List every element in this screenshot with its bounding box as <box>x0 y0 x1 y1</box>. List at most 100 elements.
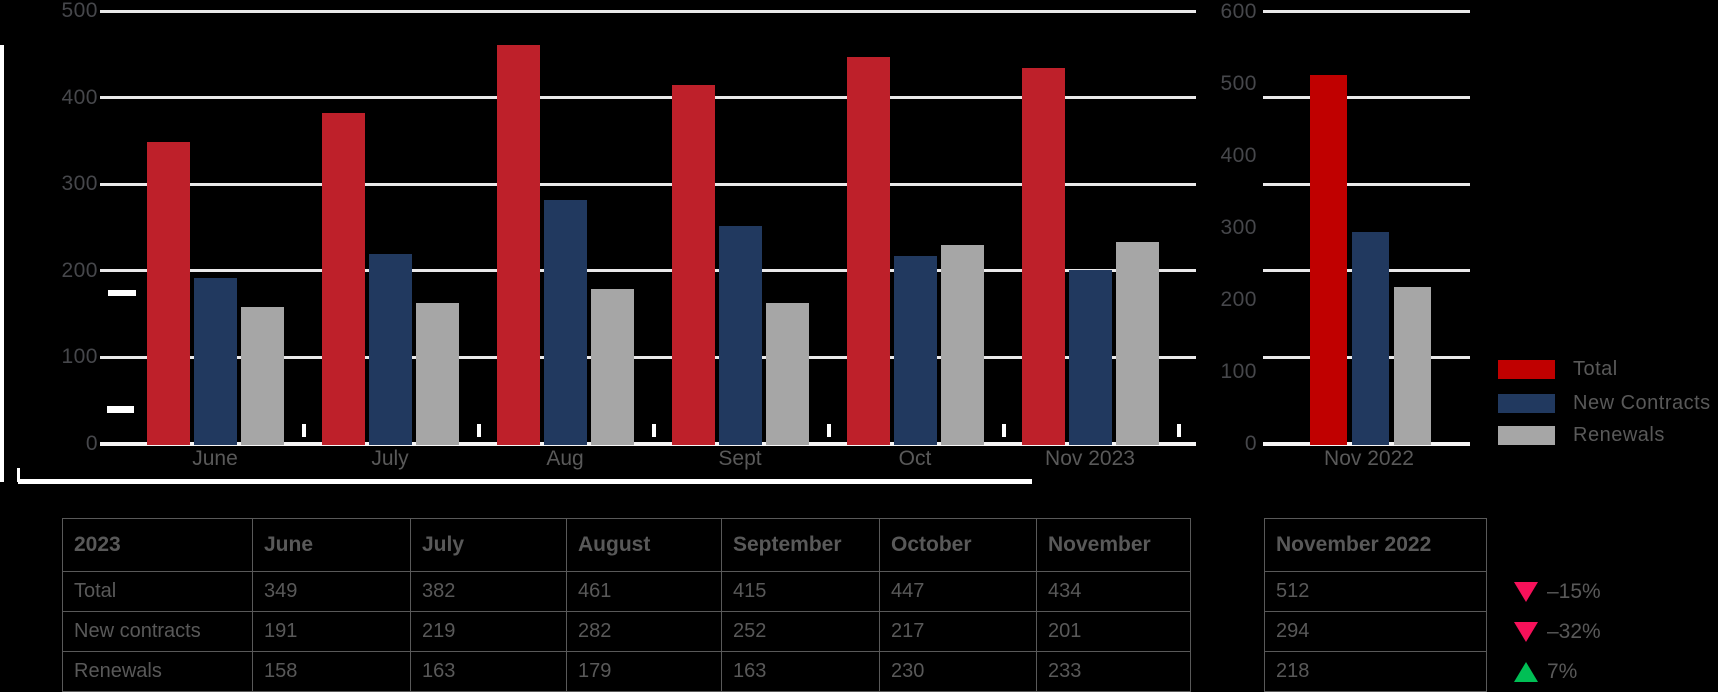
triangle-down-icon <box>1514 622 1538 642</box>
bar-renewals <box>940 244 984 445</box>
table-cell: 219 <box>410 611 567 652</box>
bar-renewals <box>415 302 459 445</box>
bar-renewals <box>1394 286 1431 445</box>
category-tick <box>1002 424 1006 437</box>
bar-total <box>146 141 190 445</box>
stray-tick <box>108 290 136 296</box>
table-header-cell: November <box>1036 518 1191 572</box>
table-header-cell: October <box>879 518 1037 572</box>
table-cell: 233 <box>1036 651 1191 692</box>
y-axis-label: 300 <box>1220 215 1257 239</box>
triangle-down-icon <box>1514 582 1538 602</box>
gridline <box>100 355 1196 359</box>
x-axis-category-label: Nov 2022 <box>1324 447 1414 470</box>
table-cell: 461 <box>566 571 722 612</box>
bar-renewals <box>240 306 284 445</box>
bar-renewals <box>590 288 634 445</box>
bar-total <box>1021 68 1065 445</box>
table-cell: 382 <box>410 571 567 612</box>
y-axis-label: 100 <box>61 345 98 368</box>
category-tick <box>652 424 656 437</box>
stray-axis-corner <box>17 468 20 482</box>
y-axis-label: 200 <box>61 258 98 282</box>
y-axis-label: 0 <box>85 431 98 455</box>
bar-total <box>846 56 890 445</box>
table-header-row: November 2022 <box>1264 518 1487 572</box>
table-2023: 2023 June July August September October Novemb… <box>62 518 1191 692</box>
change-indicator: –32% <box>1514 612 1601 652</box>
legend-item: Renewals <box>1498 424 1665 447</box>
table-cell: 179 <box>566 651 722 692</box>
y-axis-label: 500 <box>1220 71 1257 95</box>
y-axis-label: 500 <box>61 0 98 22</box>
x-axis-line <box>100 442 1196 446</box>
gridline <box>100 269 1196 272</box>
x-axis-category-label: Aug <box>546 447 584 470</box>
table-row: Renewals 158 163 179 163 230 233 <box>62 651 1191 692</box>
table-cell: 163 <box>721 651 880 692</box>
gridline <box>100 9 1196 13</box>
x-axis-category-label: July <box>371 447 409 470</box>
table-cell: 434 <box>1036 571 1191 612</box>
table-cell: 512 <box>1264 571 1487 612</box>
stray-y-axis-line <box>0 45 4 482</box>
legend-swatch-new-contracts <box>1498 394 1555 413</box>
category-tick <box>1177 424 1181 437</box>
legend-swatch-renewals <box>1498 426 1555 445</box>
table-november-2022: November 2022 512 294 218 <box>1264 518 1487 692</box>
y-axis-label: 200 <box>1220 287 1257 311</box>
bar-total <box>1310 75 1347 445</box>
table-cell: 163 <box>410 651 567 692</box>
table-cell: New contracts <box>62 611 253 652</box>
table-cell: 447 <box>879 571 1037 612</box>
gridline <box>100 182 1196 186</box>
x-axis-category-label: June <box>192 447 238 470</box>
stray-x-axis-line <box>18 479 1032 484</box>
category-tick <box>477 424 481 437</box>
bar-renewals <box>765 302 809 445</box>
table-cell: Total <box>62 571 253 612</box>
gridline <box>1263 182 1470 186</box>
stray-tick <box>107 406 134 413</box>
table-cell: Renewals <box>62 651 253 692</box>
bar-total <box>496 44 540 445</box>
change-indicator: 7% <box>1514 652 1577 692</box>
table-cell: 230 <box>879 651 1037 692</box>
bar-renewals <box>1115 241 1159 445</box>
category-tick <box>302 424 306 437</box>
gridline <box>1263 96 1470 99</box>
table-header-row: 2023 June July August September October Novemb… <box>62 518 1191 572</box>
category-tick <box>827 424 831 437</box>
legend-item: Total <box>1498 358 1618 381</box>
bar-new-contracts <box>193 278 237 445</box>
table-cell: 218 <box>1264 651 1487 692</box>
table-cell: 252 <box>721 611 880 652</box>
y-axis-label: 600 <box>1220 0 1257 23</box>
table-row: 218 <box>1264 651 1487 692</box>
legend-item: New Contracts <box>1498 392 1711 415</box>
table-cell: 294 <box>1264 611 1487 652</box>
legend-label: Renewals <box>1573 424 1665 446</box>
x-axis-category-label: Sept <box>718 447 762 470</box>
y-axis-label: 100 <box>1220 359 1257 383</box>
legend-label: New Contracts <box>1573 392 1711 414</box>
table-cell: 282 <box>566 611 722 652</box>
bar-total <box>671 84 715 445</box>
gridline <box>100 96 1196 99</box>
change-label: 7% <box>1547 660 1578 683</box>
table-cell: 191 <box>252 611 411 652</box>
table-header-cell: July <box>410 518 567 572</box>
y-axis-label: 400 <box>1220 143 1257 167</box>
table-header-cell: August <box>566 518 722 572</box>
table-row: 512 <box>1264 571 1487 612</box>
bar-new-contracts <box>368 254 412 445</box>
table-cell: 415 <box>721 571 880 612</box>
bar-new-contracts <box>543 199 587 445</box>
table-header-cell: September <box>721 518 880 572</box>
bar-new-contracts <box>1068 269 1112 445</box>
y-axis-label: 400 <box>61 85 98 109</box>
table-header-cell: June <box>252 518 411 572</box>
y-axis-label: 300 <box>61 172 98 195</box>
x-axis-category-label: Oct <box>898 447 932 470</box>
